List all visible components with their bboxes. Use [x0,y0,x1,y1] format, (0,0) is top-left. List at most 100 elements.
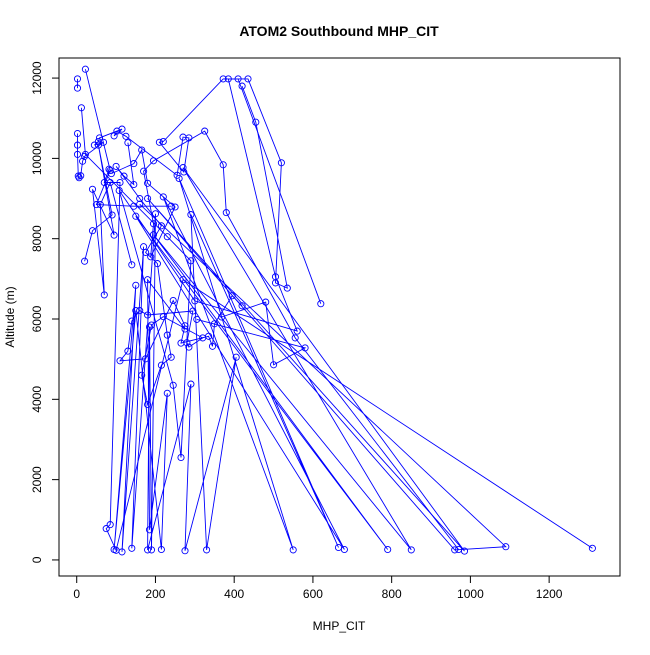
data-point [105,165,113,173]
data-point [144,276,152,284]
data-point [270,361,278,369]
data-point [219,75,227,83]
data-point [252,118,260,126]
data-point [124,347,132,355]
data-point [128,544,136,552]
data-point [181,325,189,333]
data-point [130,180,138,189]
series-line [84,145,133,295]
data-point [157,222,165,230]
x-tick-label: 1200 [536,587,563,601]
data-point [208,342,217,350]
data-point [159,137,167,146]
data-point [144,194,152,203]
data-point [244,75,252,83]
data-point [144,400,152,409]
data-point [81,257,89,265]
data-point [136,200,144,208]
data-point [147,253,155,261]
data-point [95,134,104,142]
data-point [159,193,167,201]
data-point [185,343,193,351]
data-point [293,327,301,335]
data-point [151,210,160,218]
series-9 [100,165,596,554]
data-point [106,521,114,529]
data-point [110,231,118,239]
data-point [181,547,189,555]
data-point [232,353,240,361]
data-point [262,298,270,306]
data-point [106,166,114,174]
data-point [79,157,87,165]
x-tick-label: 600 [303,587,323,601]
x-tick-label: 800 [382,587,402,601]
data-point [75,174,83,182]
data-point [175,174,183,183]
y-axis: 0 2000 4000 6000 8000 10000 12000 [30,61,60,563]
data-point [145,526,154,534]
data-point [187,257,195,265]
data-point [588,544,596,552]
data-point [132,212,140,220]
data-point [116,178,124,187]
x-tick-label: 1000 [457,587,484,601]
data-point [451,546,459,554]
data-point [81,152,89,160]
data-point [90,141,98,149]
y-tick-label: 0 [30,556,44,563]
data-point [167,353,175,361]
y-tick-label: 6000 [30,305,44,332]
data-point [96,201,104,209]
data-point [94,141,102,149]
data-point [108,211,116,219]
data-point [277,159,285,167]
data-point [222,209,230,217]
series-line [111,130,459,550]
data-point [100,291,108,299]
data-point [179,276,187,284]
data-point [334,543,343,552]
data-point [115,186,123,195]
data-point [73,129,82,138]
data-point [163,331,171,339]
data-point [88,227,97,235]
data-point [177,339,185,347]
data-point [203,546,211,554]
x-axis-label: MHP_CIT [313,619,366,633]
data-point [155,138,163,146]
data-point [238,302,246,310]
data-point [110,545,118,554]
x-axis: 0 200 400 600 800 1000 1200 [73,575,563,601]
data-point [145,323,154,331]
data-point [177,453,185,462]
y-axis-label: Altitude (m) [3,286,17,347]
data-point [73,141,82,149]
data-point [120,172,128,180]
data-point [157,545,165,554]
data-point [219,161,227,169]
data-point [112,162,120,170]
data-point [77,172,85,180]
data-point [94,137,102,146]
data-point [73,84,82,92]
data-point [138,146,146,154]
data-point [113,127,121,135]
y-tick-label: 4000 [30,386,44,413]
data-point [289,546,297,554]
data-point [122,132,130,140]
data-point [81,65,89,73]
x-tick-label: 200 [145,587,165,601]
y-tick-label: 8000 [30,225,44,252]
series-line [196,301,307,366]
data-point [384,545,392,554]
data-point [271,279,280,287]
data-point [102,525,110,533]
data-point [73,150,82,158]
x-tick-label: 0 [73,587,80,601]
data-point [100,178,108,187]
data-point [163,389,171,397]
data-point [118,548,126,556]
data-point [163,233,171,241]
data-point [187,380,195,388]
